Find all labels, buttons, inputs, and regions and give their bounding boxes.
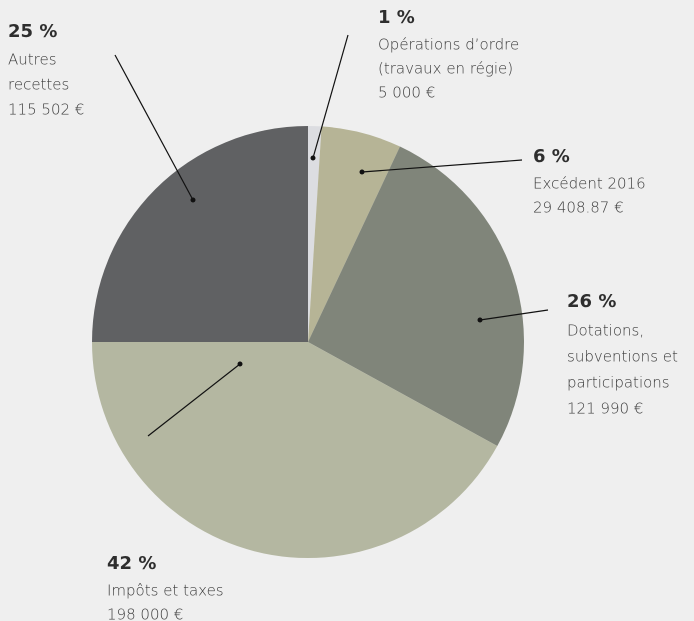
category-label: Excédent 2016 (533, 175, 646, 193)
percent-label: 1 % (378, 7, 415, 28)
category-label: Impôts et taxes (107, 582, 224, 600)
leader-dot (477, 317, 483, 323)
leader-line (361, 159, 523, 173)
pie-slice (92, 342, 498, 559)
leader-dot (359, 169, 365, 175)
amount-label: 115 502 € (8, 101, 84, 119)
category-label: Opérations d’ordre (378, 36, 519, 54)
percent-label: 25 % (8, 21, 57, 42)
amount-label: 5 000 € (378, 84, 435, 102)
leader-dot (190, 197, 196, 203)
category-label: Autres (8, 51, 57, 69)
percent-label: 42 % (107, 553, 156, 574)
category-label: subventions et (567, 348, 678, 366)
leader-line (312, 34, 349, 159)
leader-line (147, 363, 241, 437)
pie-slice (308, 146, 524, 447)
amount-label: 198 000 € (107, 606, 183, 621)
amount-label: 121 990 € (567, 400, 643, 418)
leader-line (479, 309, 549, 321)
category-label: Dotations, (567, 322, 644, 340)
percent-label: 26 % (567, 291, 616, 312)
leader-line (114, 54, 194, 201)
leader-dot (310, 155, 316, 161)
percent-label: 6 % (533, 146, 570, 167)
pie-slice (308, 126, 400, 342)
amount-label: 29 408.87 € (533, 199, 624, 217)
pie-slice (308, 126, 322, 342)
category-label: recettes (8, 76, 69, 94)
pie-slice (92, 126, 308, 342)
category-label: (travaux en régie) (378, 60, 513, 78)
category-label: participations (567, 374, 670, 392)
leader-dot (237, 361, 243, 367)
